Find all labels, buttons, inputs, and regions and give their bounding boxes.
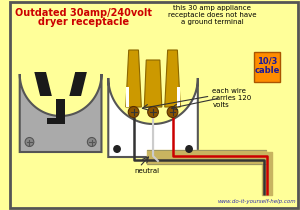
Polygon shape: [126, 87, 129, 107]
Circle shape: [87, 138, 96, 147]
Circle shape: [25, 138, 34, 147]
Polygon shape: [144, 60, 162, 107]
Text: this 30 amp appliance
receptacle does not have
a ground terminal: this 30 amp appliance receptacle does no…: [168, 5, 257, 25]
Polygon shape: [34, 72, 52, 96]
Polygon shape: [126, 50, 141, 107]
Circle shape: [148, 106, 158, 118]
Text: neutral: neutral: [135, 168, 160, 174]
Polygon shape: [20, 74, 101, 152]
Text: Outdated 30amp/240volt: Outdated 30amp/240volt: [16, 8, 152, 18]
Bar: [254, 52, 280, 82]
Bar: [47, 118, 56, 124]
Circle shape: [167, 106, 178, 118]
Circle shape: [185, 145, 193, 153]
Circle shape: [128, 106, 139, 118]
Text: 10/3
cable: 10/3 cable: [254, 56, 280, 75]
Polygon shape: [165, 50, 180, 107]
Text: dryer receptacle: dryer receptacle: [38, 17, 130, 27]
Polygon shape: [108, 78, 198, 157]
Text: www.do-it-yourself-help.com: www.do-it-yourself-help.com: [218, 199, 296, 204]
Bar: [56, 99, 65, 124]
Polygon shape: [177, 87, 180, 107]
Polygon shape: [69, 72, 87, 96]
Text: each wire
carries 120
volts: each wire carries 120 volts: [212, 88, 252, 108]
Circle shape: [113, 145, 121, 153]
